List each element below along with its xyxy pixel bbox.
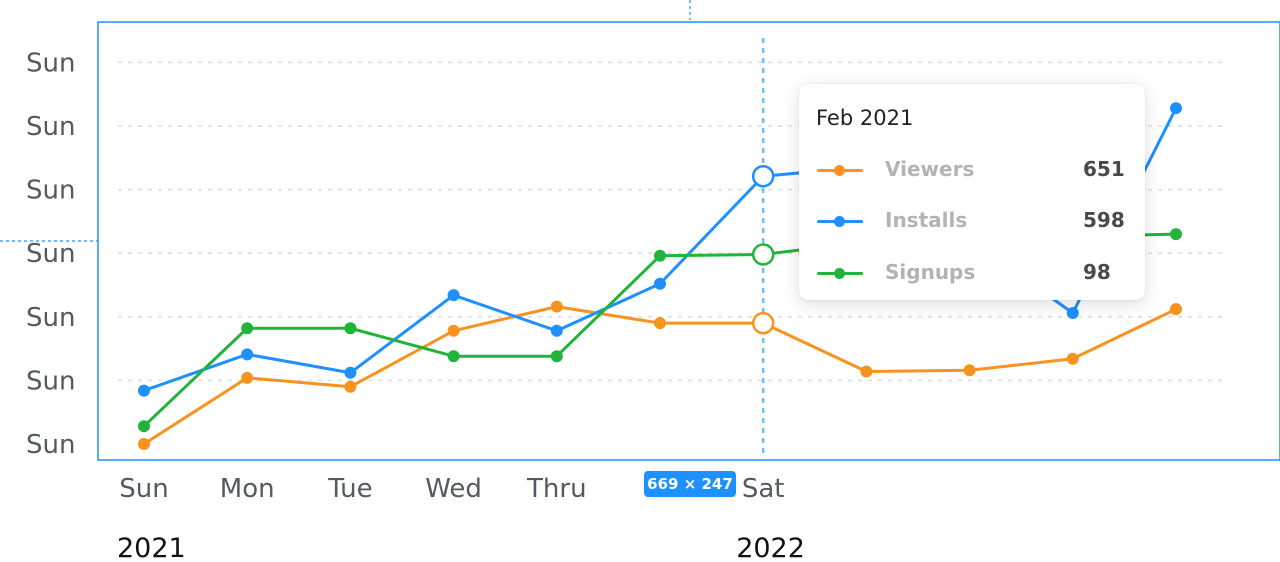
y-tick-label: Sun bbox=[26, 303, 75, 333]
tooltip-series-value: 98 bbox=[1083, 260, 1111, 284]
signups-point[interactable] bbox=[447, 350, 460, 363]
tooltip-row-installs: Installs 598 bbox=[799, 206, 1145, 236]
installs-point[interactable] bbox=[654, 277, 666, 290]
x-tick-label: Mon bbox=[220, 474, 275, 504]
viewers-point[interactable] bbox=[138, 438, 150, 450]
selection-size-badge: 669 × 247 bbox=[644, 471, 736, 497]
signups-point[interactable] bbox=[654, 249, 666, 262]
viewers-point[interactable] bbox=[860, 365, 873, 378]
year-label: 2021 bbox=[117, 533, 186, 562]
tooltip-row-signups: Signups 98 bbox=[799, 258, 1145, 288]
signups-highlight-point[interactable] bbox=[751, 243, 775, 266]
x-tick-label: Wed bbox=[425, 474, 482, 504]
viewers-point[interactable] bbox=[963, 364, 976, 377]
tooltip-row-viewers: Viewers 651 bbox=[799, 155, 1145, 185]
x-tick-label: Sun bbox=[119, 474, 168, 504]
installs-point[interactable] bbox=[138, 384, 150, 397]
tooltip-title: Feb 2021 bbox=[816, 106, 914, 130]
tooltip: Feb 2021 Viewers 651 Installs 598 Signup… bbox=[799, 84, 1145, 300]
tooltip-series-name: Installs bbox=[885, 208, 968, 232]
viewers-point[interactable] bbox=[550, 300, 563, 313]
y-tick-label: Sun bbox=[26, 48, 75, 78]
y-tick-label: Sun bbox=[26, 366, 75, 396]
installs-legend-swatch bbox=[817, 216, 863, 227]
year-label: 2022 bbox=[736, 533, 805, 562]
y-tick-label: Sun bbox=[26, 112, 75, 142]
tooltip-series-name: Signups bbox=[885, 260, 976, 284]
installs-highlight-point[interactable] bbox=[751, 164, 775, 188]
signups-point[interactable] bbox=[241, 322, 254, 335]
x-tick-label: Tue bbox=[327, 474, 372, 504]
viewers-point[interactable] bbox=[447, 324, 460, 337]
signups-point[interactable] bbox=[1170, 228, 1182, 241]
installs-point[interactable] bbox=[550, 324, 563, 337]
y-axis: Sun Sun Sun Sun Sun Sun Sun bbox=[26, 48, 75, 460]
viewers-point[interactable] bbox=[344, 380, 357, 393]
signups-point[interactable] bbox=[550, 350, 563, 363]
signups-legend-swatch bbox=[817, 268, 863, 279]
y-tick-label: Sun bbox=[26, 430, 75, 460]
y-tick-label: Sun bbox=[26, 239, 75, 269]
installs-point[interactable] bbox=[1066, 306, 1079, 319]
tooltip-series-value: 651 bbox=[1083, 157, 1125, 181]
installs-point[interactable] bbox=[1170, 102, 1182, 115]
signups-point[interactable] bbox=[344, 322, 357, 335]
tooltip-series-value: 598 bbox=[1083, 208, 1125, 232]
signups-point[interactable] bbox=[138, 420, 150, 433]
installs-point[interactable] bbox=[447, 289, 460, 302]
y-tick-label: Sun bbox=[26, 176, 75, 206]
installs-point[interactable] bbox=[344, 366, 357, 379]
viewers-legend-swatch bbox=[817, 165, 863, 176]
x-tick-label: Thru bbox=[526, 474, 587, 504]
viewers-point[interactable] bbox=[654, 317, 666, 330]
viewers-point[interactable] bbox=[1170, 303, 1182, 316]
x-axis: Sun Mon Tue Wed Thru Sat bbox=[119, 474, 784, 504]
year-labels: 2021 2022 bbox=[117, 533, 805, 562]
tooltip-series-name: Viewers bbox=[885, 157, 975, 181]
viewers-point[interactable] bbox=[241, 371, 254, 384]
selection-frame[interactable] bbox=[97, 21, 1280, 461]
viewers-highlight-point[interactable] bbox=[751, 311, 775, 335]
installs-point[interactable] bbox=[241, 348, 254, 361]
viewers-point[interactable] bbox=[1066, 352, 1079, 365]
x-tick-label: Sat bbox=[742, 474, 785, 504]
